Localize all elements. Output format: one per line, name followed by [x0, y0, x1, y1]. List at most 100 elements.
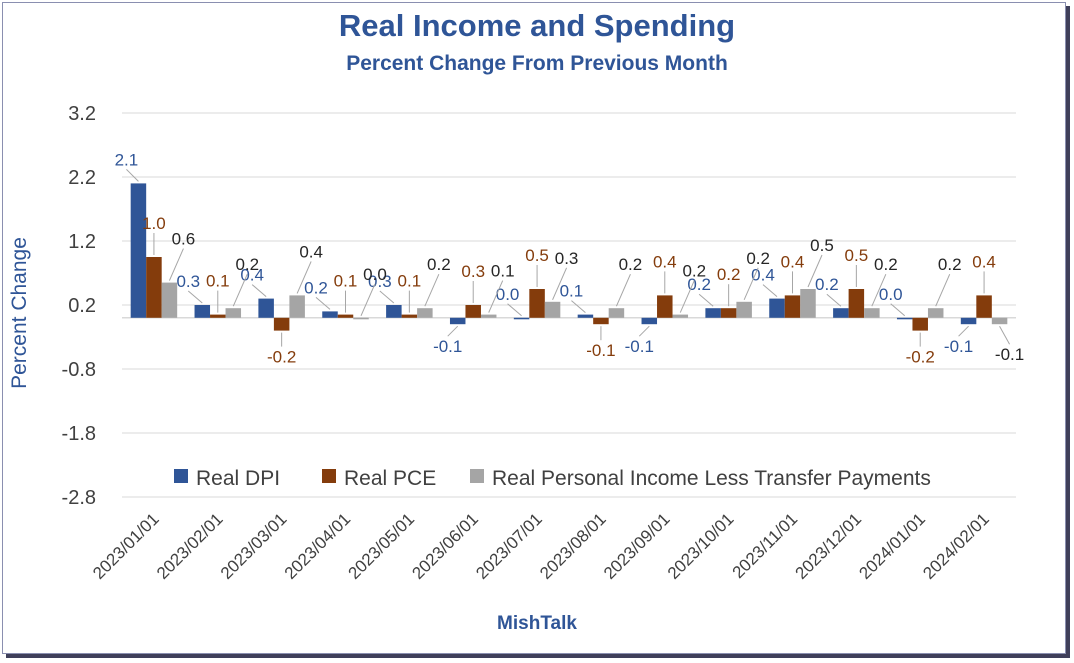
- data-label: -0.1: [944, 337, 973, 356]
- x-tick-label: 2023/08/01: [536, 509, 610, 583]
- leader-line: [126, 169, 139, 182]
- bar-real-income-less-transfers: [608, 308, 625, 318]
- bar-real-dpi: [194, 305, 211, 318]
- bar-real-pce: [465, 305, 481, 318]
- data-label: 0.1: [560, 282, 584, 301]
- bar-real-dpi: [769, 298, 785, 318]
- leader-line: [552, 267, 568, 301]
- bar-real-pce: [720, 308, 737, 318]
- data-label: 0.2: [687, 275, 711, 294]
- leader-line: [638, 325, 650, 337]
- bar-real-income-less-transfers: [927, 308, 944, 318]
- x-tick-label: 2023/09/01: [600, 509, 674, 583]
- bar-real-income-less-transfers: [991, 317, 1008, 325]
- bar-real-income-less-transfers: [289, 295, 305, 318]
- data-label: 0.1: [491, 262, 515, 281]
- bar-real-dpi: [896, 317, 913, 320]
- leader-line: [871, 273, 887, 307]
- bar-real-income-less-transfers: [544, 301, 561, 318]
- legend-swatch: [322, 469, 336, 483]
- data-label: 0.4: [299, 242, 323, 261]
- data-label: 0.5: [845, 246, 869, 265]
- data-label: 0.3: [555, 249, 579, 268]
- leader-line: [251, 284, 267, 297]
- bar-real-pce: [337, 314, 354, 318]
- bar-real-dpi: [449, 317, 466, 325]
- x-tick-label: 2023/12/01: [792, 509, 866, 583]
- data-label: -0.1: [995, 345, 1024, 364]
- leader-line: [571, 300, 586, 313]
- data-label: 0.2: [746, 249, 770, 268]
- leader-line: [315, 297, 331, 310]
- x-axis-label: MishTalk: [497, 613, 577, 634]
- x-tick-label: 2023/04/01: [281, 509, 355, 583]
- leader-line: [296, 261, 312, 294]
- chart-frame: [2, 2, 1066, 654]
- bar-real-pce: [593, 317, 609, 325]
- bar-real-dpi: [641, 317, 658, 325]
- bar-real-dpi: [577, 314, 594, 318]
- x-tick-label: 2023/01/01: [89, 509, 163, 583]
- bar-real-pce: [273, 317, 290, 331]
- bar-real-income-less-transfers: [736, 301, 752, 318]
- x-tick-label: 2024/01/01: [855, 509, 929, 583]
- data-label: -0.1: [586, 341, 615, 360]
- bar-real-pce: [657, 295, 673, 318]
- data-label: 1.0: [142, 214, 166, 233]
- bar-real-income-less-transfers: [353, 317, 369, 320]
- leader-line: [698, 293, 714, 307]
- chart-subtitle: Percent Change From Previous Month: [346, 52, 728, 75]
- y-tick-label: 1.2: [68, 231, 96, 253]
- data-label: 0.1: [398, 272, 422, 291]
- bar-real-dpi: [960, 317, 977, 325]
- data-label: -0.2: [906, 348, 935, 367]
- data-label: 0.4: [972, 252, 996, 271]
- data-label: 0.2: [815, 275, 839, 294]
- bar-real-income-less-transfers: [672, 314, 689, 318]
- data-label: 0.4: [653, 252, 677, 271]
- x-tick-label: 2024/02/01: [919, 509, 993, 583]
- leader-line: [488, 280, 504, 313]
- data-label: 0.4: [240, 266, 264, 285]
- x-tick-label: 2023/06/01: [408, 509, 482, 583]
- leader-line: [890, 303, 906, 317]
- bar-real-income-less-transfers: [225, 308, 242, 318]
- data-label: 0.3: [461, 262, 485, 281]
- data-label: -0.2: [267, 348, 296, 367]
- data-label: 2.1: [115, 150, 139, 169]
- leader-line: [679, 280, 695, 313]
- x-tick-label: 2023/11/01: [729, 509, 802, 582]
- data-label: 0.5: [525, 246, 549, 265]
- bar-real-dpi: [130, 183, 147, 318]
- legend-swatch: [174, 469, 188, 483]
- bar-real-dpi: [386, 305, 402, 318]
- bar-real-income-less-transfers: [864, 308, 880, 318]
- legend-label: Real PCE: [344, 467, 436, 490]
- data-label: 0.6: [172, 230, 196, 249]
- data-label: 0.2: [619, 255, 643, 274]
- leader-line: [379, 290, 395, 304]
- bar-real-dpi: [322, 311, 338, 318]
- bar-real-income-less-transfers: [800, 289, 816, 318]
- data-label: 0.0: [496, 285, 520, 304]
- y-tick-label: -2.8: [62, 487, 96, 509]
- x-tick-label: 2023/03/01: [217, 509, 291, 583]
- x-tick-label: 2023/07/01: [472, 509, 546, 583]
- y-tick-label: -1.8: [62, 423, 96, 445]
- bar-real-income-less-transfers: [161, 282, 178, 318]
- leader-line: [360, 283, 376, 317]
- x-tick-label: 2023/10/01: [664, 509, 738, 583]
- data-label: 0.2: [682, 262, 706, 281]
- leader-line: [999, 325, 1011, 345]
- y-tick-label: 3.2: [68, 103, 96, 125]
- bar-real-dpi: [833, 308, 849, 318]
- bar-real-dpi: [513, 317, 530, 320]
- data-label: 0.2: [427, 255, 451, 274]
- bar-real-pce: [976, 295, 992, 318]
- bar-real-dpi: [258, 298, 274, 318]
- bar-real-pce: [401, 314, 418, 318]
- leader-line: [935, 273, 951, 307]
- leader-line: [762, 284, 778, 297]
- leader-line: [424, 273, 440, 307]
